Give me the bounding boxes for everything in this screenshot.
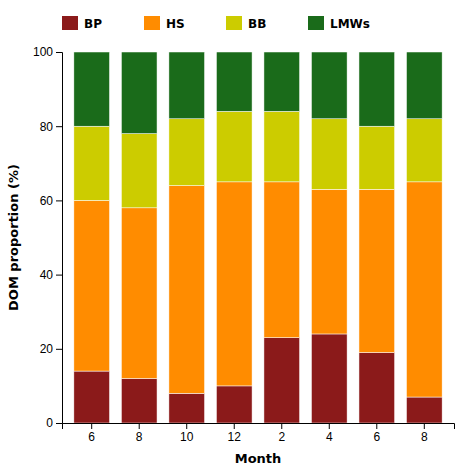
x-tick: 6 xyxy=(373,423,380,444)
bar xyxy=(169,186,205,394)
legend-label: LMWs xyxy=(330,17,370,31)
x-tick-label: 8 xyxy=(421,430,428,444)
x-axis: 6 8 10 12 2 4 6 8 xyxy=(63,423,455,444)
y-tick-label: 20 xyxy=(40,342,54,356)
bar xyxy=(359,353,395,423)
bar xyxy=(169,119,205,186)
series xyxy=(74,182,442,397)
y-tick: 60 xyxy=(40,194,62,208)
bar xyxy=(74,126,110,200)
y-axis-title: DOM proportion (%) xyxy=(6,164,21,311)
bar xyxy=(74,52,110,126)
x-tick-label: 6 xyxy=(88,430,95,444)
legend-swatch xyxy=(226,16,242,30)
x-tick-label: 4 xyxy=(326,430,333,444)
bar xyxy=(216,52,252,111)
x-tick-label: 10 xyxy=(180,430,194,444)
chart: 6810122468020406080100MonthDOM proportio… xyxy=(0,0,474,475)
bar xyxy=(264,338,300,423)
bar xyxy=(311,119,347,189)
bar xyxy=(311,189,347,334)
y-axis-line xyxy=(56,53,63,424)
x-tick-mark xyxy=(234,423,235,429)
bar xyxy=(311,52,347,119)
legend: BP HS BB LMWs xyxy=(62,16,370,31)
bar xyxy=(406,182,442,397)
legend-label: HS xyxy=(166,17,185,31)
bar xyxy=(169,393,205,423)
y-tick-label: 0 xyxy=(46,416,53,430)
y-tick-label: 80 xyxy=(40,120,54,134)
legend-item: BP xyxy=(62,16,102,31)
y-tick: 80 xyxy=(40,120,62,134)
bar xyxy=(264,182,300,338)
y-tick-label: 100 xyxy=(33,45,53,59)
y-tick: 20 xyxy=(40,342,62,356)
bar xyxy=(359,189,395,352)
y-tick-mark xyxy=(56,126,62,127)
bar xyxy=(359,126,395,189)
legend-item: BB xyxy=(226,16,266,31)
y-tick-mark xyxy=(56,423,62,424)
x-tick: 8 xyxy=(421,423,428,444)
x-tick-mark xyxy=(281,423,282,429)
bar xyxy=(121,134,157,208)
x-tick-mark xyxy=(139,423,140,429)
x-tick-mark xyxy=(186,423,187,429)
y-tick-mark xyxy=(56,349,62,350)
legend-swatch xyxy=(308,16,324,30)
bar xyxy=(406,119,442,182)
bar xyxy=(359,52,395,126)
bar xyxy=(311,334,347,423)
y-tick-label: 60 xyxy=(40,194,54,208)
x-tick-mark xyxy=(329,423,330,429)
x-tick: 2 xyxy=(278,423,285,444)
y-tick-label: 40 xyxy=(40,268,54,282)
legend-label: BP xyxy=(84,17,102,31)
x-tick: 4 xyxy=(326,423,333,444)
bar xyxy=(121,208,157,379)
series xyxy=(74,52,442,134)
x-tick-label: 6 xyxy=(373,430,380,444)
x-tick: 12 xyxy=(228,423,242,444)
bar xyxy=(121,52,157,134)
legend-label: BB xyxy=(248,17,266,31)
bar xyxy=(406,397,442,423)
y-tick-mark xyxy=(56,275,62,276)
x-tick-label: 8 xyxy=(136,430,143,444)
bar xyxy=(216,386,252,423)
x-tick-mark xyxy=(376,423,377,429)
y-tick-mark xyxy=(56,52,62,53)
legend-item: LMWs xyxy=(308,16,370,31)
y-tick: 0 xyxy=(46,416,62,430)
y-axis: 0 20 40 60 80 100 xyxy=(33,45,63,430)
x-tick-mark xyxy=(424,423,425,429)
bar xyxy=(121,378,157,423)
bar xyxy=(74,200,110,371)
y-tick: 40 xyxy=(40,268,62,282)
bars xyxy=(74,52,442,423)
bar xyxy=(216,182,252,386)
y-tick: 100 xyxy=(33,45,62,59)
x-tick-label: 12 xyxy=(228,430,242,444)
bar xyxy=(264,52,300,111)
x-tick: 6 xyxy=(88,423,95,444)
bar xyxy=(169,52,205,119)
y-tick-mark xyxy=(56,200,62,201)
bar xyxy=(264,111,300,181)
bar xyxy=(74,371,110,423)
legend-swatch xyxy=(144,16,160,30)
legend-item: HS xyxy=(144,16,185,31)
x-tick: 10 xyxy=(180,423,194,444)
bar xyxy=(406,52,442,119)
x-axis-title: Month xyxy=(235,451,282,466)
x-tick: 8 xyxy=(136,423,143,444)
legend-swatch xyxy=(62,16,78,30)
plot: 6810122468020406080100 xyxy=(33,45,455,443)
x-axis-line xyxy=(63,424,455,430)
x-tick-mark xyxy=(91,423,92,429)
x-tick-label: 2 xyxy=(278,430,285,444)
bar xyxy=(216,111,252,181)
